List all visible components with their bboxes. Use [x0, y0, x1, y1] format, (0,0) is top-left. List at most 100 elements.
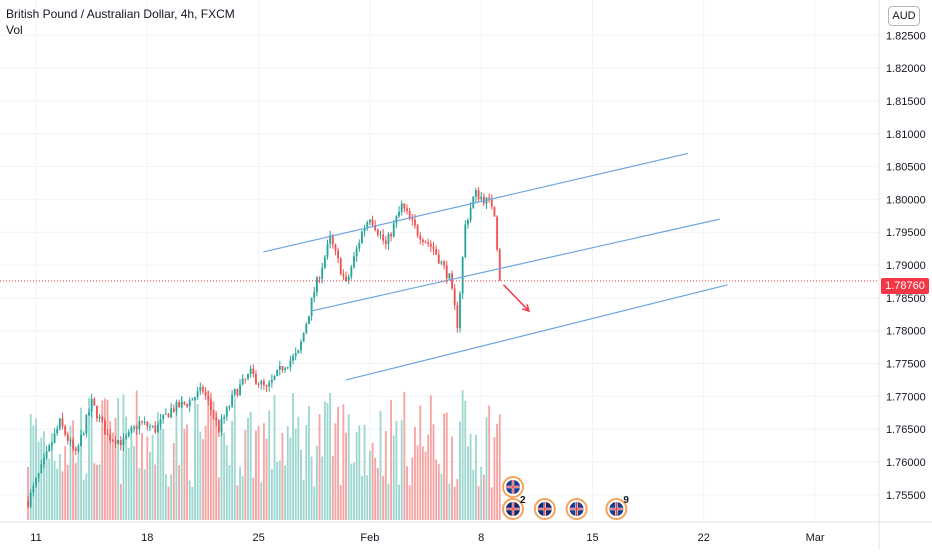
volume-bar: [363, 424, 366, 520]
candle-body: [212, 410, 215, 418]
volume-bar: [233, 397, 236, 520]
candle-body: [69, 440, 72, 442]
volume-bar: [146, 436, 149, 520]
volume-bar: [167, 486, 170, 520]
candle-body: [281, 366, 284, 371]
volume-bar: [141, 433, 143, 520]
candle-body: [329, 235, 332, 244]
volume-bar: [122, 394, 125, 520]
candle-body: [207, 395, 210, 401]
volume-bar: [421, 446, 424, 520]
candle-body: [159, 419, 162, 425]
volume-bar: [225, 445, 228, 520]
candle-body: [424, 242, 427, 244]
volume-bar: [464, 400, 467, 520]
volume-bar: [456, 478, 459, 520]
candle-body: [416, 225, 419, 236]
candle-body: [432, 246, 435, 250]
candle-body: [331, 235, 334, 245]
volume-bar: [77, 449, 80, 520]
volume-bar: [69, 425, 72, 520]
volume-bar: [133, 446, 135, 520]
candle-body: [358, 242, 361, 249]
candle-body: [456, 305, 459, 329]
candle-body: [127, 431, 130, 437]
candle-body: [321, 267, 324, 279]
candle-body: [480, 196, 483, 200]
volume-bar: [315, 445, 318, 520]
candle-body: [297, 350, 300, 354]
volume-bar: [239, 466, 241, 520]
volume-bar: [361, 475, 363, 520]
volume-bar: [371, 442, 374, 520]
candle-body: [353, 256, 355, 268]
candle-body: [411, 217, 414, 220]
candle-body: [379, 234, 382, 236]
volume-bar: [172, 443, 175, 520]
y-tick-label: 1.80500: [886, 162, 926, 174]
volume-bar: [331, 455, 334, 520]
event-badge-au[interactable]: [533, 498, 556, 520]
volume-bar: [151, 434, 154, 520]
volume-bar: [461, 390, 464, 520]
candle-body: [209, 400, 212, 411]
candle-body: [461, 257, 464, 294]
volume-bar: [350, 463, 353, 520]
volume-bar: [199, 431, 202, 520]
last-price-tag: 1.78760: [881, 278, 929, 294]
candle-body: [135, 426, 138, 430]
candle-body: [188, 400, 191, 407]
event-badge-gb[interactable]: 9: [605, 495, 629, 520]
symbol-title: British Pound / Australian Dollar, 4h, F…: [6, 7, 235, 21]
candle-body: [419, 235, 422, 240]
candle-body: [262, 381, 265, 386]
candle-body: [252, 368, 255, 375]
candle-body: [194, 397, 196, 400]
volume-bar: [308, 406, 310, 520]
event-badge-gb[interactable]: [502, 476, 524, 498]
volume-bar: [297, 416, 300, 520]
candle-body: [162, 414, 165, 420]
volume-bar: [353, 462, 355, 520]
candle-body: [435, 249, 438, 255]
candle-body: [170, 408, 173, 418]
candle-body: [191, 399, 194, 401]
volume-bar: [289, 437, 292, 520]
event-badge-au[interactable]: 2: [502, 495, 526, 520]
candle-body: [239, 384, 241, 396]
candle-body: [395, 216, 398, 224]
x-tick-label: 22: [698, 532, 710, 544]
volume-bar: [284, 465, 287, 520]
candle-body: [151, 425, 154, 427]
volume-bar: [482, 474, 485, 520]
volume-bar: [416, 445, 419, 520]
volume-bar: [35, 418, 37, 520]
volume-bar: [29, 414, 32, 520]
candle-body: [408, 211, 411, 218]
candle-body: [427, 242, 430, 244]
volume-bar: [302, 479, 305, 520]
event-badge-gb[interactable]: [565, 498, 588, 520]
candle-body: [318, 277, 321, 279]
candle-body: [244, 378, 247, 380]
y-tick-label: 1.77000: [886, 391, 926, 403]
candle-body: [93, 398, 96, 406]
candle-body: [400, 203, 403, 212]
volume-bar: [498, 414, 501, 520]
volume-bar: [414, 426, 416, 520]
volume-bar: [191, 486, 194, 520]
candle-body: [117, 440, 120, 444]
volume-bar: [111, 432, 114, 520]
volume-bar: [437, 464, 440, 520]
candle-body: [196, 391, 199, 398]
volume-bar: [477, 486, 480, 520]
volume-bar: [474, 434, 477, 520]
volume-bar: [106, 399, 109, 520]
volume-bar: [130, 426, 133, 520]
candle-body: [273, 376, 276, 380]
currency-button[interactable]: AUD: [888, 6, 920, 26]
volume-bar: [445, 412, 448, 520]
candle-body: [347, 276, 350, 281]
